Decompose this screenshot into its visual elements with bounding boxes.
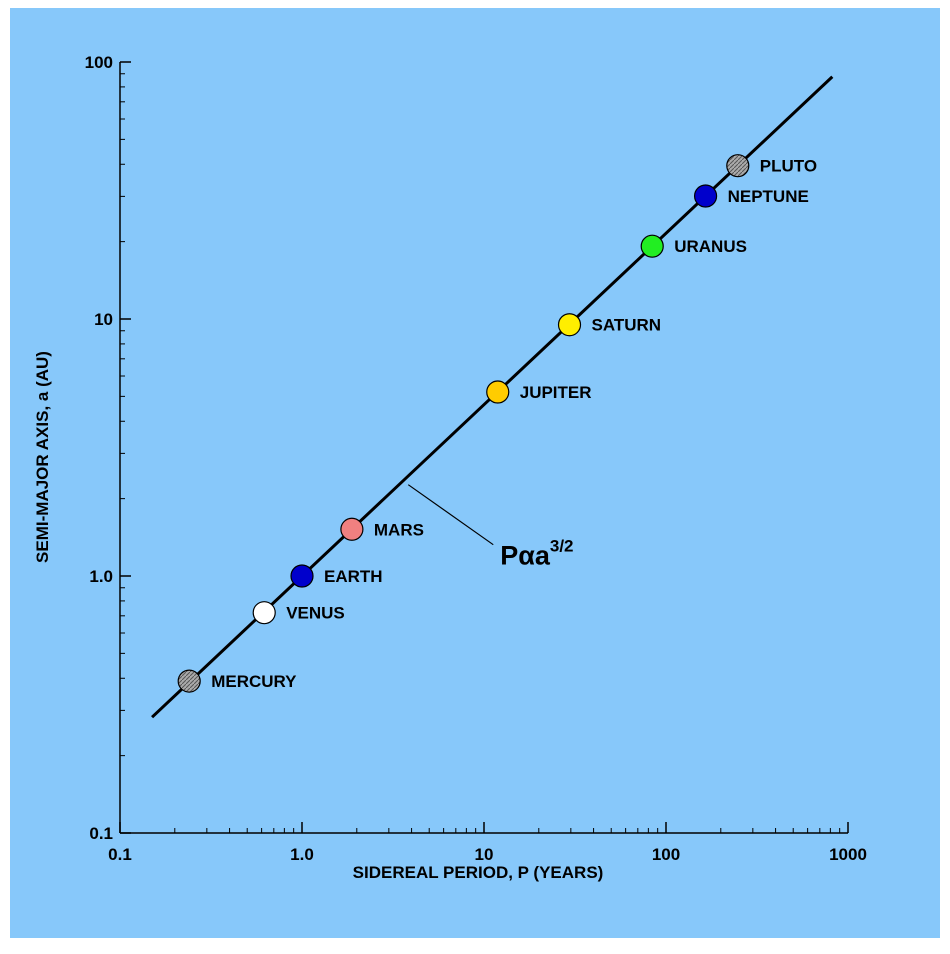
formula-base: Pαa bbox=[500, 541, 551, 571]
label-earth: EARTH bbox=[324, 567, 383, 586]
point-earth bbox=[290, 564, 314, 588]
x-axis-title: SIDEREAL PERIOD, P (YEARS) bbox=[353, 863, 604, 882]
x-tick-label: 10 bbox=[475, 845, 494, 864]
point-mercury bbox=[177, 669, 201, 693]
axes: 0.1 1.0 10 100 1000 0.1 1.0 10 100 bbox=[85, 53, 867, 864]
y-axis-title: SEMI-MAJOR AXIS, a (AU) bbox=[33, 351, 52, 563]
formula-superscript: 3/2 bbox=[550, 537, 574, 556]
x-tick-label: 1.0 bbox=[290, 845, 314, 864]
point-uranus bbox=[640, 234, 664, 258]
kepler-third-law-chart: 0.1 1.0 10 100 1000 0.1 1.0 10 100 MERCURY VENUS E… bbox=[10, 8, 940, 938]
formula-leader-line bbox=[407, 484, 494, 546]
formula-annotation: Pαa3/2 bbox=[407, 484, 574, 571]
label-saturn: SATURN bbox=[592, 316, 662, 335]
label-jupiter: JUPITER bbox=[520, 383, 592, 402]
chart-panel: 0.1 1.0 10 100 1000 0.1 1.0 10 100 MERCURY VENUS E… bbox=[10, 8, 940, 938]
formula-text: Pαa3/2 bbox=[500, 537, 573, 571]
label-pluto: PLUTO bbox=[760, 157, 817, 176]
x-tick-label: 1000 bbox=[829, 845, 867, 864]
y-tick-label: 1.0 bbox=[89, 567, 113, 586]
y-tick-label: 0.1 bbox=[89, 824, 113, 843]
y-tick-label: 100 bbox=[85, 53, 113, 72]
label-mars: MARS bbox=[374, 520, 424, 539]
label-uranus: URANUS bbox=[674, 237, 747, 256]
point-pluto bbox=[726, 154, 750, 178]
y-tick-label: 10 bbox=[94, 310, 113, 329]
labels-layer: MERCURY VENUS EARTH MARS JUPITER SATURN URANUS… bbox=[211, 157, 817, 691]
point-saturn bbox=[557, 313, 582, 337]
point-neptune bbox=[693, 184, 718, 208]
point-mars bbox=[340, 517, 364, 541]
label-neptune: NEPTUNE bbox=[728, 187, 809, 206]
points-layer bbox=[177, 154, 750, 693]
x-tick-label: 100 bbox=[652, 845, 680, 864]
chart-background bbox=[10, 8, 940, 938]
x-tick-label: 0.1 bbox=[108, 845, 132, 864]
point-venus bbox=[252, 601, 276, 625]
label-venus: VENUS bbox=[286, 604, 345, 623]
point-jupiter bbox=[486, 380, 510, 404]
label-mercury: MERCURY bbox=[211, 672, 297, 691]
